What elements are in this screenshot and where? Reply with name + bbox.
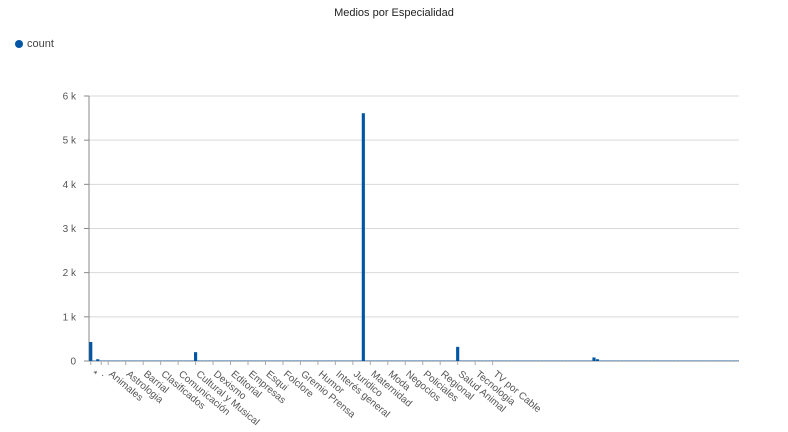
bar[interactable]: [89, 342, 93, 361]
y-tick-label: 3 k: [63, 224, 77, 235]
legend-label: count: [27, 38, 54, 50]
bar[interactable]: [361, 113, 365, 361]
gridlines: [89, 95, 739, 362]
y-tick-label: 5 k: [63, 136, 77, 147]
y-tick-label: 2 k: [63, 268, 77, 279]
y-tick-label: 0: [70, 357, 76, 368]
bar[interactable]: [595, 359, 600, 361]
bar[interactable]: [96, 359, 100, 361]
x-tick-label: .: [99, 369, 108, 379]
bar[interactable]: [592, 357, 596, 361]
y-tick-label: 6 k: [63, 92, 77, 103]
bars: [89, 113, 739, 361]
y-tick-label: 4 k: [63, 180, 77, 191]
y-tick-label: 1 k: [63, 312, 77, 323]
y-axis: 0 1 k 2 k 3 k 4 k 5 k 6 k: [63, 92, 90, 368]
x-tick-label: *: [89, 369, 99, 380]
bar[interactable]: [456, 346, 460, 361]
x-axis: * .AnimalesAstrologiaBarrialClasificadosC…: [89, 361, 543, 428]
chart-title: Medios por Especialidad: [334, 7, 454, 19]
legend-swatch: [15, 40, 23, 48]
bar[interactable]: [194, 352, 198, 361]
legend[interactable]: count: [15, 38, 54, 50]
